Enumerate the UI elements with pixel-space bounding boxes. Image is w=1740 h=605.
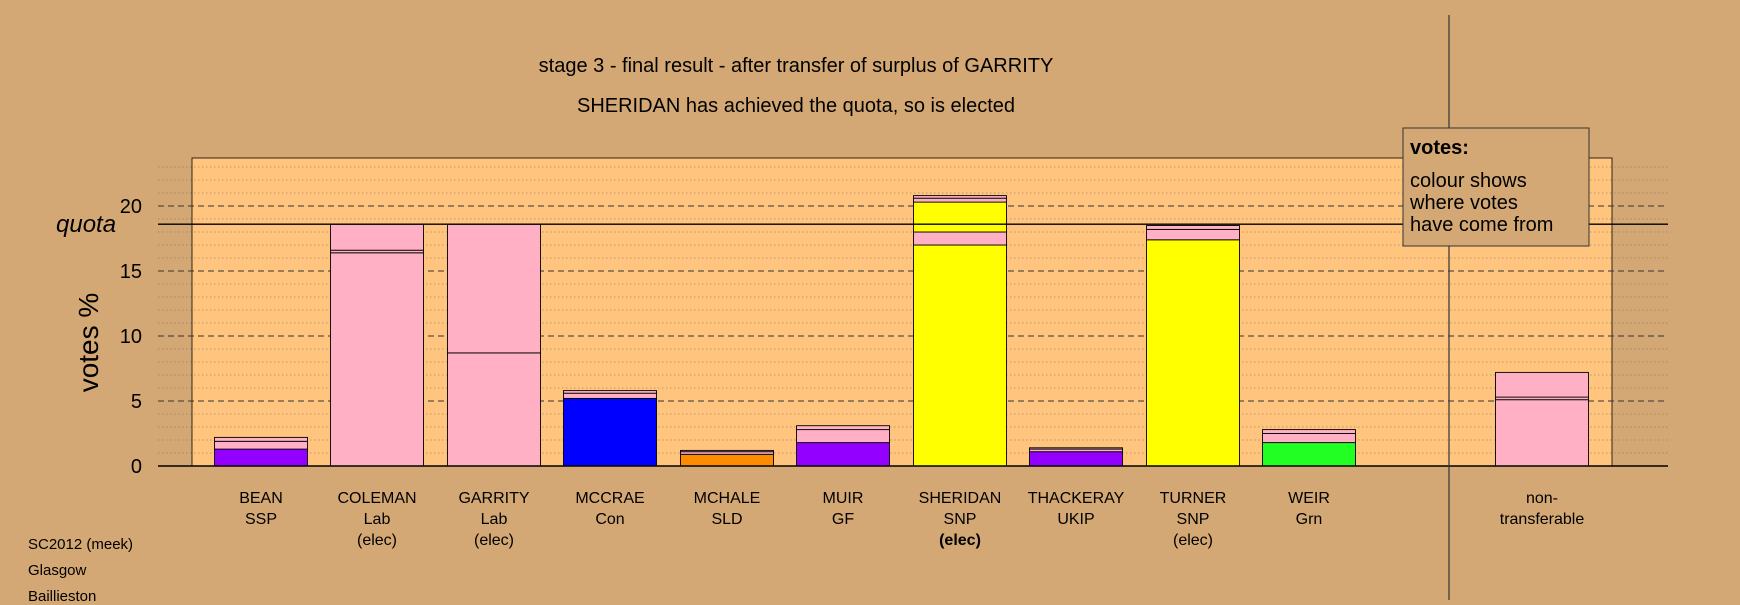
candidate-name-label: GARRITY xyxy=(458,490,529,507)
bar-turner-segment xyxy=(1146,239,1240,467)
bar-mccrae-segment xyxy=(563,390,657,394)
legend-text: where votes xyxy=(1409,192,1518,214)
plot-area xyxy=(191,157,1613,467)
bar-garrity-segment xyxy=(447,223,541,354)
bar-weir-segment xyxy=(1262,442,1356,467)
legend-box xyxy=(1402,127,1590,247)
candidate-party-label: Grn xyxy=(1296,511,1323,528)
bar-muir-segment xyxy=(796,442,890,467)
bar-sheridan-segment xyxy=(913,197,1007,203)
candidate-party-label: SNP xyxy=(944,511,977,528)
candidate-name-label: SHERIDAN xyxy=(919,490,1002,507)
legend-text: have come from xyxy=(1410,214,1553,236)
y-tick-label: 20 xyxy=(120,196,142,218)
bar-sheridan-segment xyxy=(913,201,1007,233)
candidate-party-label: Lab xyxy=(481,511,508,528)
bar-coleman-segment xyxy=(330,252,424,467)
y-tick-label: 5 xyxy=(131,391,142,413)
candidate-status-label: (elec) xyxy=(1173,532,1213,549)
footer-ward: Baillieston xyxy=(28,588,97,605)
candidate-party-label: GF xyxy=(832,511,854,528)
candidate-party-label: Lab xyxy=(364,511,391,528)
bar-bean-segment xyxy=(214,448,308,467)
bar-non-transferable-segment xyxy=(1495,371,1589,398)
non-transferable-label: non- xyxy=(1526,490,1558,507)
candidate-party-label: SLD xyxy=(711,511,742,528)
candidate-name-label: BEAN xyxy=(239,490,283,507)
candidate-status-label: (elec) xyxy=(474,532,514,549)
legend-title: votes: xyxy=(1410,137,1469,159)
y-tick-label: 0 xyxy=(131,456,142,478)
bar-muir-segment xyxy=(796,425,890,431)
footer-city: Glasgow xyxy=(28,562,87,579)
candidate-name-label: WEIR xyxy=(1288,490,1330,507)
bar-garrity-segment xyxy=(447,352,541,467)
candidate-status-label: (elec) xyxy=(939,532,981,549)
bar-mchale-segment xyxy=(680,453,774,467)
bar-sheridan-segment xyxy=(913,195,1007,199)
candidate-name-label: THACKERAY xyxy=(1028,490,1125,507)
footer-election: SC2012 (meek) xyxy=(28,536,134,553)
bar-muir-segment xyxy=(796,429,890,444)
quota-label: quota xyxy=(56,211,116,238)
candidate-name-label: MCHALE xyxy=(694,490,761,507)
bar-thackeray-segment xyxy=(1029,447,1123,450)
candidate-party-label: SSP xyxy=(245,511,277,528)
candidate-name-label: TURNER xyxy=(1160,490,1227,507)
bar-bean-segment xyxy=(214,440,308,450)
y-tick-label: 10 xyxy=(120,326,142,348)
candidate-name-label: MUIR xyxy=(823,490,864,507)
legend-text: colour shows xyxy=(1410,170,1527,192)
candidate-name-label: COLEMAN xyxy=(337,490,416,507)
bar-thackeray-segment xyxy=(1029,451,1123,467)
bar-weir-segment xyxy=(1262,433,1356,444)
bar-coleman-segment xyxy=(330,223,424,251)
bar-weir-segment xyxy=(1262,429,1356,434)
bar-non-transferable-segment xyxy=(1495,399,1589,467)
bar-turner-segment xyxy=(1146,225,1240,230)
bar-mccrae-segment xyxy=(563,397,657,467)
candidate-status-label: (elec) xyxy=(357,532,397,549)
y-axis-label: votes % xyxy=(73,293,104,393)
candidate-party-label: SNP xyxy=(1177,511,1210,528)
chart-title: stage 3 - final result - after transfer … xyxy=(539,55,1054,77)
bar-sheridan-segment xyxy=(913,231,1007,246)
bar-bean-segment xyxy=(214,436,308,442)
bar-mccrae-segment xyxy=(563,392,657,399)
non-transferable-label: transferable xyxy=(1500,511,1585,528)
candidate-party-label: Con xyxy=(595,511,624,528)
candidate-name-label: MCCRAE xyxy=(575,490,644,507)
bar-mchale-segment xyxy=(680,449,774,453)
chart-subtitle: SHERIDAN has achieved the quota, so is e… xyxy=(577,95,1015,117)
candidate-party-label: UKIP xyxy=(1057,511,1094,528)
bar-sheridan-segment xyxy=(913,244,1007,467)
y-tick-label: 15 xyxy=(120,261,142,283)
bar-turner-segment xyxy=(1146,228,1240,241)
